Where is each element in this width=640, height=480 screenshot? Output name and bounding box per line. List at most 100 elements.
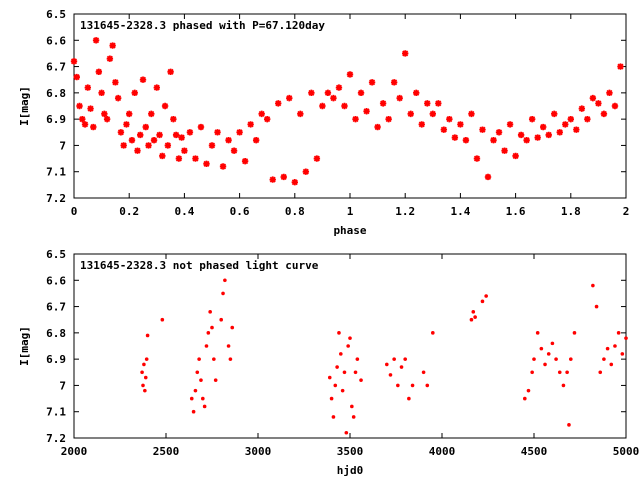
data-point bbox=[523, 136, 530, 144]
data-point bbox=[431, 331, 435, 335]
data-point bbox=[134, 147, 141, 154]
data-point bbox=[418, 121, 425, 128]
data-point bbox=[131, 89, 138, 97]
y-tick-label: 7.2 bbox=[46, 432, 66, 445]
data-point bbox=[214, 129, 221, 136]
data-point bbox=[413, 89, 420, 97]
data-point bbox=[517, 131, 525, 139]
data-point bbox=[611, 102, 619, 110]
x-tick-label: 1.8 bbox=[561, 205, 581, 218]
data-point bbox=[484, 173, 492, 181]
data-point bbox=[562, 121, 569, 128]
data-point bbox=[112, 79, 119, 86]
x-tick-label: 0.6 bbox=[230, 205, 250, 218]
data-point bbox=[302, 168, 310, 175]
data-point bbox=[495, 129, 503, 136]
data-point bbox=[584, 115, 591, 123]
data-point bbox=[484, 294, 488, 298]
data-point bbox=[212, 357, 216, 361]
data-point bbox=[139, 76, 147, 83]
x-tick-label: 1.2 bbox=[395, 205, 415, 218]
data-point bbox=[528, 115, 536, 123]
data-point bbox=[355, 357, 360, 361]
x-tick-label: 0.4 bbox=[174, 205, 194, 218]
data-point bbox=[480, 299, 485, 304]
data-point bbox=[335, 84, 343, 91]
data-point bbox=[90, 123, 97, 131]
data-point bbox=[435, 100, 442, 107]
data-point bbox=[368, 79, 376, 86]
data-point bbox=[337, 331, 341, 335]
data-point bbox=[144, 357, 149, 361]
data-point bbox=[532, 357, 536, 361]
data-point bbox=[534, 134, 541, 141]
data-point bbox=[197, 123, 205, 131]
y-tick-label: 6.7 bbox=[46, 61, 66, 74]
data-point bbox=[330, 94, 337, 102]
data-point bbox=[98, 89, 105, 97]
x-tick-label: 2500 bbox=[153, 445, 180, 458]
data-point bbox=[473, 155, 481, 162]
data-point bbox=[101, 110, 108, 118]
data-point bbox=[539, 346, 544, 351]
data-point bbox=[150, 136, 158, 144]
y-axis-label: I[mag] bbox=[18, 326, 31, 366]
data-point bbox=[350, 404, 354, 409]
data-point bbox=[353, 370, 358, 375]
x-tick-label: 4000 bbox=[429, 445, 456, 458]
chart-panel-1: 0 0.2 0.4 0.6 0.8 1 1.2 1.4 1.6 1.8 2 6.5 6.6 6.7 6.8 6… bbox=[18, 8, 629, 237]
data-point bbox=[342, 370, 347, 375]
data-point bbox=[161, 102, 169, 110]
data-point bbox=[291, 179, 298, 186]
data-point bbox=[269, 176, 276, 183]
data-point bbox=[410, 383, 415, 388]
data-point bbox=[120, 142, 127, 149]
chart-panel-2: 2000 2500 3000 3500 4000 4500 5000 6.5 6.6 6.7 6.8… bbox=[18, 248, 639, 477]
data-point bbox=[79, 115, 86, 123]
data-point bbox=[359, 378, 363, 382]
data-point bbox=[247, 121, 254, 128]
data-point bbox=[550, 341, 555, 346]
data-point bbox=[170, 115, 177, 123]
data-point bbox=[275, 100, 282, 107]
data-point bbox=[546, 352, 551, 356]
data-point bbox=[346, 344, 350, 348]
y-tick-label: 7.2 bbox=[46, 192, 66, 205]
data-point bbox=[181, 147, 188, 154]
data-point bbox=[172, 131, 180, 139]
data-point bbox=[230, 147, 238, 154]
data-point bbox=[193, 388, 198, 393]
data-point bbox=[424, 100, 431, 107]
x-tick-label: 0.8 bbox=[285, 205, 305, 218]
data-point bbox=[73, 73, 80, 81]
data-point bbox=[258, 110, 265, 118]
chart-title: 131645-2328.3 not phased light curve bbox=[80, 259, 319, 272]
data-point bbox=[530, 370, 534, 375]
data-point bbox=[335, 365, 339, 369]
data-point bbox=[567, 423, 571, 427]
data-point bbox=[126, 110, 133, 118]
data-point bbox=[569, 357, 573, 361]
data-point bbox=[606, 89, 613, 97]
data-point bbox=[617, 63, 624, 70]
data-point bbox=[565, 370, 569, 375]
data-point bbox=[340, 388, 345, 393]
data-point bbox=[223, 278, 227, 283]
data-point bbox=[567, 115, 574, 123]
data-point bbox=[153, 84, 160, 91]
data-point bbox=[374, 123, 381, 131]
y-tick-label: 6.9 bbox=[46, 113, 66, 126]
data-point bbox=[421, 370, 426, 375]
data-point bbox=[339, 352, 343, 356]
data-point bbox=[226, 344, 231, 348]
data-point bbox=[70, 58, 78, 65]
x-tick-label: 1.6 bbox=[506, 205, 526, 218]
data-point bbox=[87, 105, 94, 112]
data-point bbox=[219, 317, 223, 322]
data-point bbox=[403, 357, 408, 361]
data-point bbox=[195, 370, 200, 375]
x-tick-label: 0.2 bbox=[119, 205, 139, 218]
data-point bbox=[540, 123, 547, 131]
data-point bbox=[264, 115, 271, 123]
data-point bbox=[451, 134, 459, 141]
